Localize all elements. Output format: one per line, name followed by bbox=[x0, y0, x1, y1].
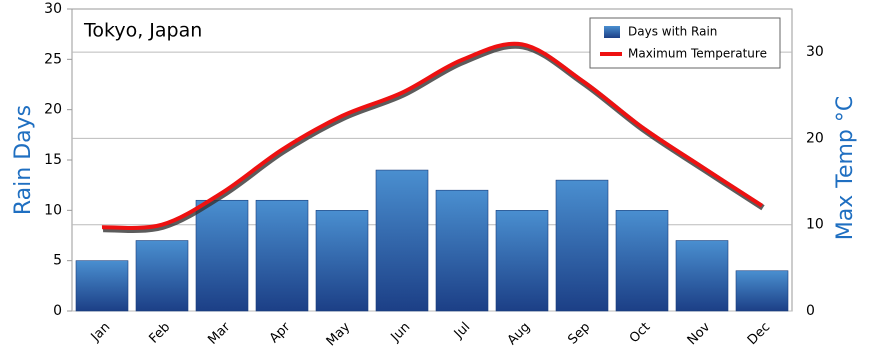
x-tick-label: Sep bbox=[565, 320, 593, 348]
bar bbox=[75, 260, 129, 312]
bar bbox=[495, 210, 549, 312]
bar bbox=[675, 240, 729, 312]
x-tick-label: Feb bbox=[146, 320, 173, 347]
y2-axis-title: Max Temp °C bbox=[833, 96, 858, 240]
bar bbox=[735, 270, 789, 312]
line bbox=[101, 41, 764, 231]
bar bbox=[555, 179, 609, 312]
x-tick-label: Mar bbox=[205, 319, 233, 347]
legend-label: Days with Rain bbox=[628, 25, 717, 39]
x-tick-label: May bbox=[324, 319, 354, 349]
legend-swatch bbox=[604, 26, 620, 38]
x-tick-label: Jul bbox=[451, 320, 473, 342]
y-tick-label: 5 bbox=[53, 253, 62, 269]
y-tick-label: 0 bbox=[53, 303, 62, 319]
y2-tick-label: 20 bbox=[806, 130, 824, 146]
y-tick-label: 15 bbox=[44, 152, 62, 168]
legend-label: Maximum Temperature bbox=[628, 47, 767, 61]
bar bbox=[615, 210, 669, 312]
y-tick-label: 10 bbox=[44, 202, 62, 218]
x-tick-label: Oct bbox=[627, 320, 654, 347]
bar bbox=[135, 240, 189, 312]
bar bbox=[255, 199, 309, 312]
bar bbox=[195, 199, 249, 312]
y-tick-label: 30 bbox=[44, 1, 62, 17]
bar bbox=[435, 189, 489, 312]
legend-box bbox=[589, 17, 781, 69]
y-tick-label: 25 bbox=[44, 51, 62, 67]
y2-tick-label: 10 bbox=[806, 217, 824, 233]
x-tick-label: Aug bbox=[505, 320, 534, 349]
x-tick-label: Jun bbox=[388, 320, 414, 346]
y-tick-label: 20 bbox=[44, 102, 62, 118]
y-axis-title: Rain Days bbox=[11, 105, 36, 215]
x-tick-label: Dec bbox=[745, 320, 773, 348]
x-tick-label: Nov bbox=[685, 319, 714, 348]
bar bbox=[375, 169, 429, 312]
x-tick-label: Apr bbox=[267, 319, 294, 346]
x-tick-label: Jan bbox=[88, 320, 113, 345]
bar bbox=[315, 210, 369, 312]
y2-tick-label: 0 bbox=[806, 303, 815, 319]
chart-title: Tokyo, Japan bbox=[83, 20, 202, 42]
y2-tick-label: 30 bbox=[806, 44, 824, 60]
